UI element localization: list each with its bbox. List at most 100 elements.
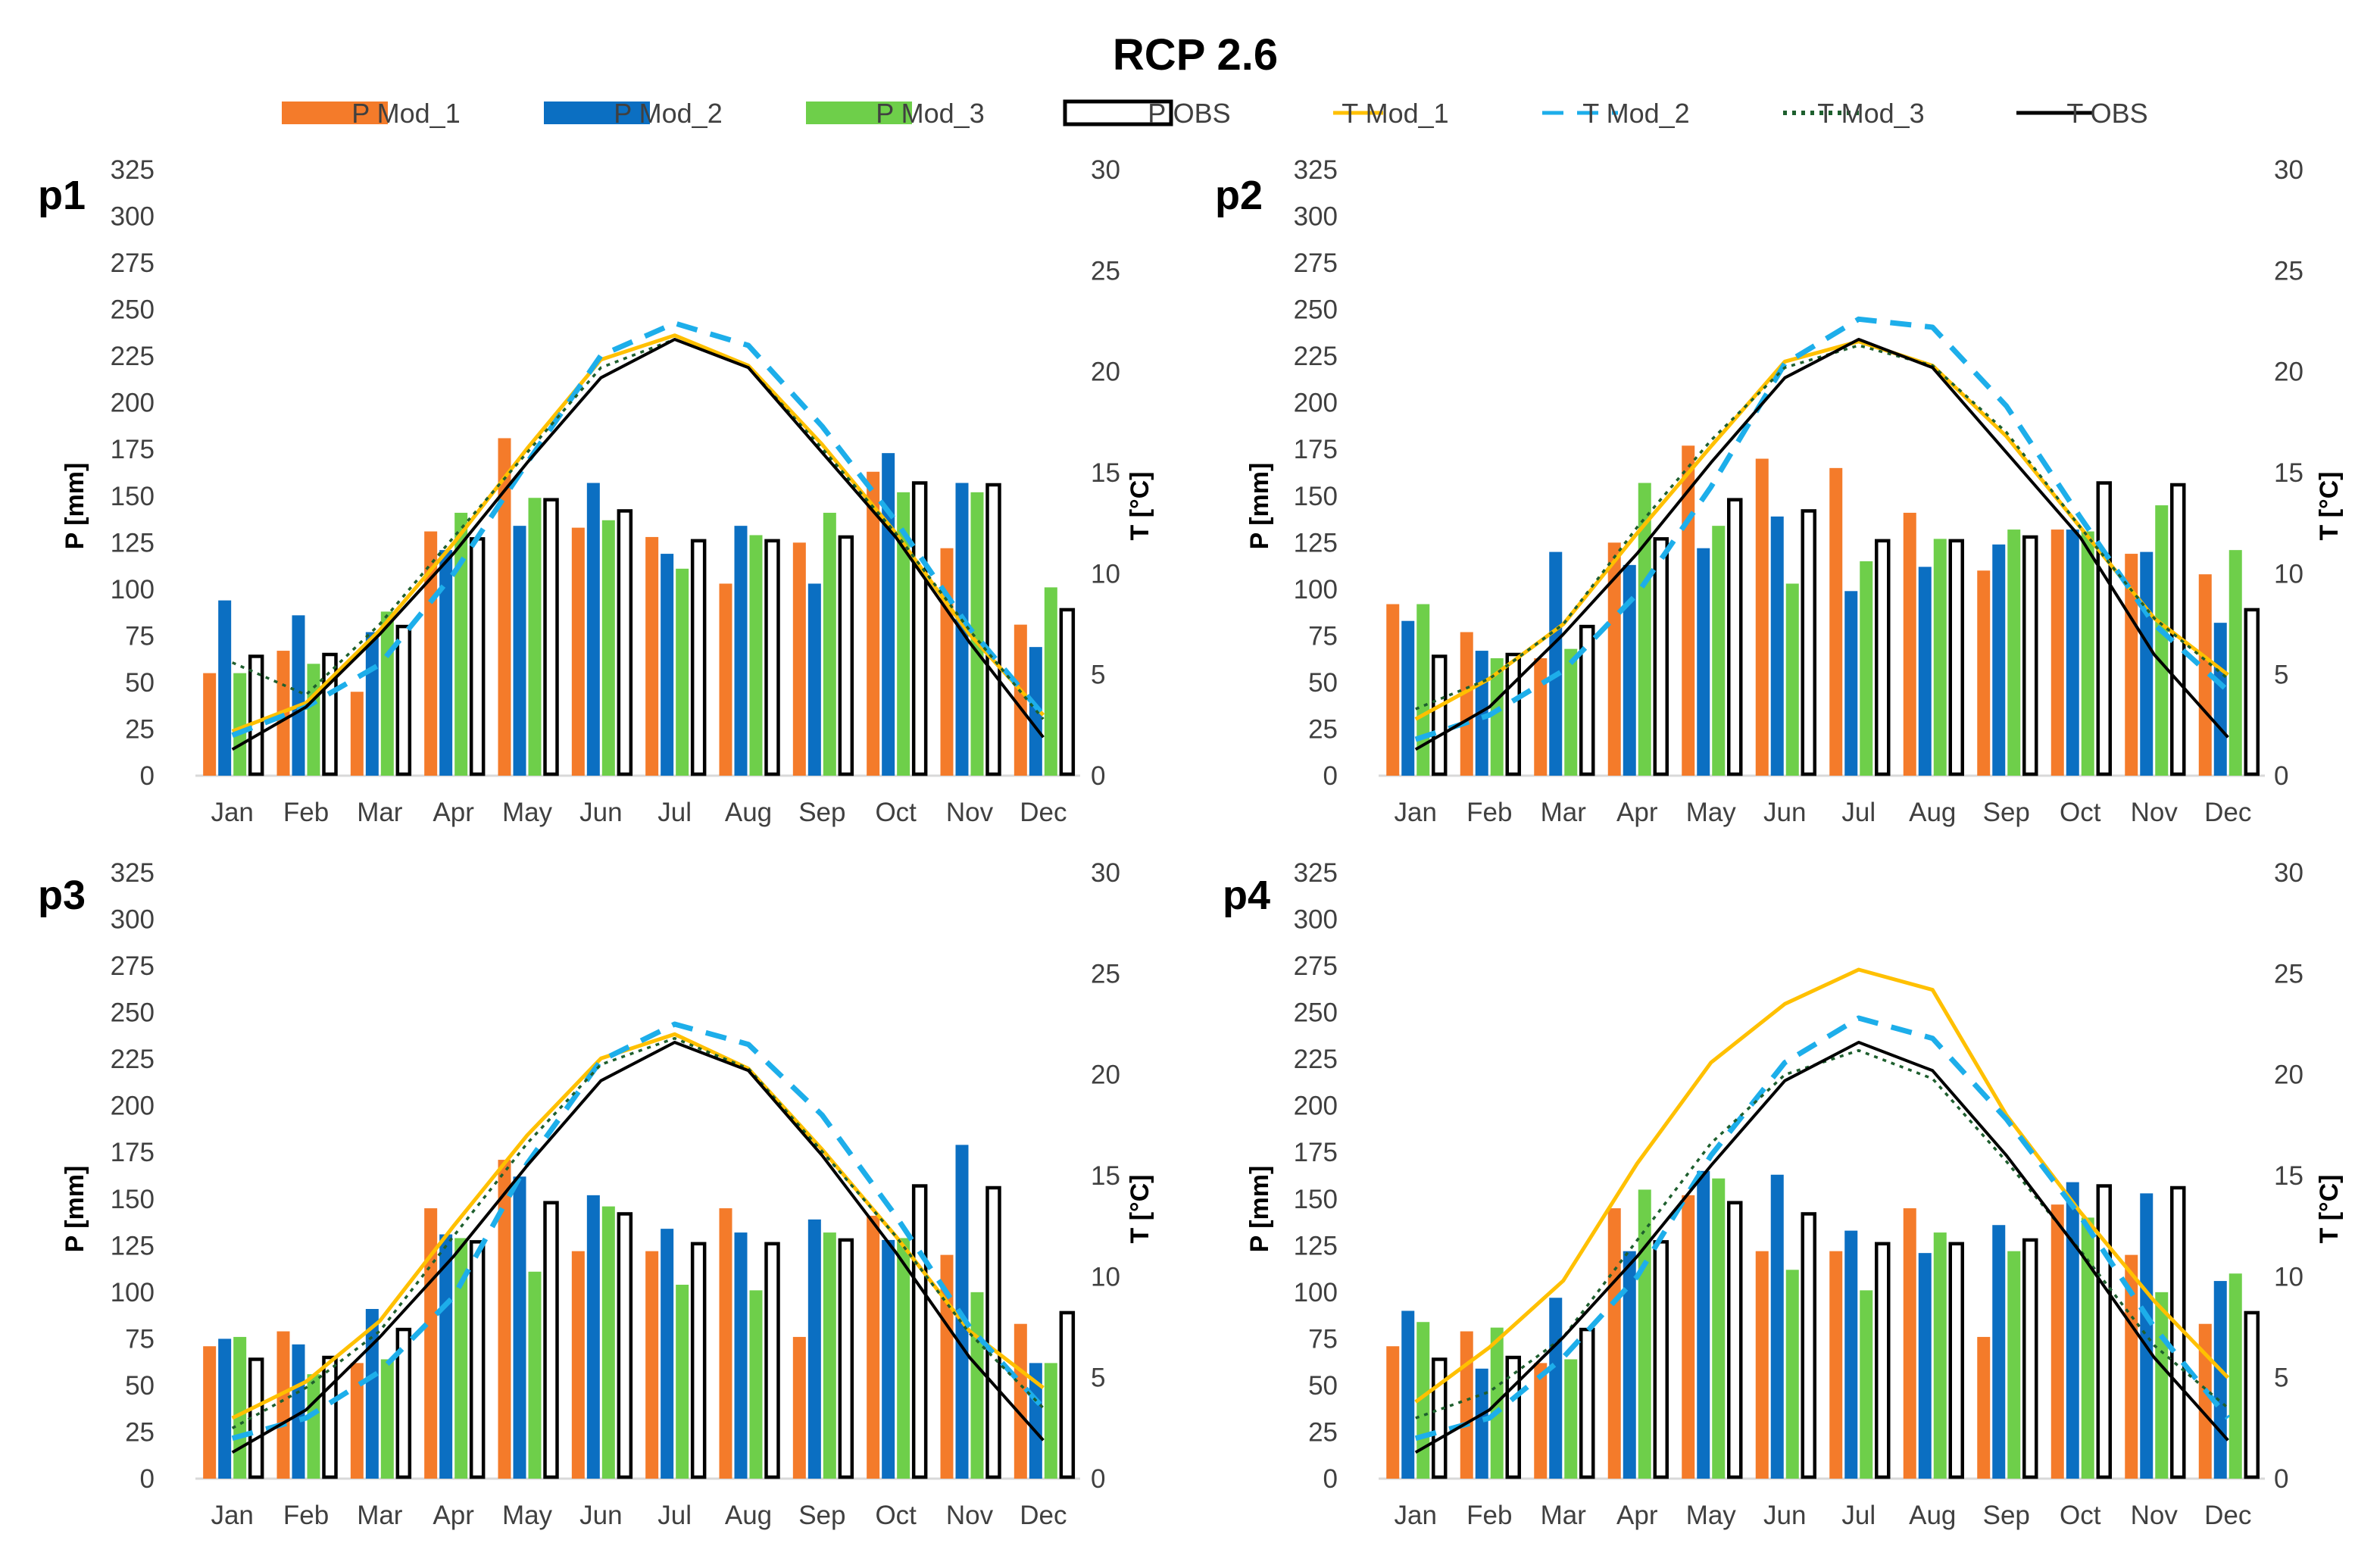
y-tick-left: 100 [111,575,155,604]
bar-p-mod-1-mar [350,692,364,776]
line-t-mod-2 [231,320,1045,738]
x-tick-mar: Mar [357,798,403,827]
x-tick-oct: Oct [875,798,917,827]
bar-p-obs-apr [1653,537,1669,776]
bar-p-mod-3-sep [2007,529,2021,776]
bar-p-mod-2-dec [1029,1363,1042,1479]
bar-p-mod-1-jun [1755,1251,1769,1479]
bar-p-mod-3-dec [1044,587,1057,776]
bar-p-mod-2-dec [2213,623,2227,776]
bar-p-mod-2-may [1697,548,1710,776]
bar-p-mod-3-may [1712,526,1726,776]
y-tick-left: 225 [1294,1045,1338,1074]
bar-p-mod-3-sep [823,512,836,776]
x-tick-may: May [502,798,553,827]
panel-p2: p202550751001251501752002252502753003250… [1215,155,2344,827]
x-tick-aug: Aug [1909,798,1956,827]
x-tick-jan: Jan [211,1501,253,1530]
y-tick-left: 100 [1294,1278,1338,1307]
bar-p-obs-feb [1505,1355,1521,1479]
bar-p-mod-1-nov [2125,554,2138,776]
bar-p-mod-1-dec [1014,1323,1027,1479]
bar-p-obs-nov [985,1185,1001,1479]
bar-p-mod-1-jun [571,1251,585,1479]
x-tick-mar: Mar [357,1501,403,1530]
y-tick-left: 200 [111,1092,155,1121]
bar-p-mod-3-mar [380,611,394,776]
bar-p-mod-3-dec [1044,1363,1057,1479]
y-tick-left: 325 [1294,858,1338,888]
legend: P Mod_1 P Mod_2 P Mod_3 P OBS T Mod_1 T Mod_2… [282,98,2148,129]
legend-label-p-mod-1: P Mod_1 [351,98,460,129]
bar-p-mod-1-apr [424,531,438,776]
bar-p-mod-3-jun [601,520,615,776]
bar-p-mod-3-aug [1933,539,1947,776]
legend-label-p-obs: P OBS [1148,98,1230,129]
y-tick-left: 200 [1294,389,1338,418]
bar-p-mod-2-jun [586,1195,600,1479]
bar-p-mod-1-dec [1014,624,1027,776]
bar-p-mod-3-apr [454,1238,468,1479]
line-t-obs [231,338,1045,751]
bar-p-obs-jan [1432,1357,1448,1479]
y-tick-right: 25 [2274,256,2303,286]
bar-p-mod-2-aug [734,526,748,776]
line-t-mod-2 [1414,1015,2231,1442]
x-tick-aug: Aug [725,798,772,827]
bar-p-mod-1-jul [1829,1251,1843,1479]
y-tick-left: 325 [1294,155,1338,185]
x-tick-nov: Nov [946,798,994,827]
bar-p-mod-2-mar [365,1309,379,1479]
x-tick-dec: Dec [2204,798,2251,827]
legend-item-t-mod-1: T Mod_1 [1333,98,1449,129]
bar-p-mod-1-may [1682,1195,1695,1479]
bar-p-mod-1-sep [1977,1336,1991,1479]
bar-p-mod-1-dec [2198,1323,2212,1479]
bar-p-obs-jun [617,509,633,776]
bar-p-obs-feb [1505,652,1521,776]
x-tick-dec: Dec [1020,1501,1067,1530]
bar-p-obs-feb [322,1355,338,1479]
y-axis-title-left: P [mm] [61,1166,89,1253]
panel-p4: p402550751001251501752002252502753003250… [1223,858,2344,1530]
bar-p-obs-aug [764,1242,780,1479]
bar-p-mod-1-sep [1977,570,1991,776]
legend-label-t-mod-1: T Mod_1 [1341,98,1448,129]
bar-p-obs-aug [1948,1242,1964,1479]
bar-p-mod-1-oct [2050,1204,2064,1479]
x-tick-nov: Nov [2131,798,2179,827]
legend-label-p-mod-3: P Mod_3 [876,98,984,129]
bar-p-obs-nov [985,483,1001,776]
bar-p-mod-3-apr [454,512,468,776]
bar-p-obs-may [543,1201,559,1479]
bar-p-mod-3-feb [1490,658,1504,776]
y-tick-left: 150 [1294,1185,1338,1214]
y-tick-right: 20 [2274,1061,2303,1090]
bar-p-mod-3-jul [676,1285,689,1479]
line-t-mod-1 [231,333,1045,733]
y-tick-left: 300 [111,905,155,935]
bar-p-mod-1-apr [1607,1208,1621,1479]
bar-p-mod-1-oct [867,1215,880,1479]
x-tick-feb: Feb [1466,798,1512,827]
bar-p-obs-jun [617,1212,633,1479]
bar-p-mod-3-apr [1638,1189,1651,1479]
bar-p-mod-3-oct [897,1238,910,1479]
y-tick-right: 15 [2274,1161,2303,1191]
right-axis-ticks: 0 5 10 15 20 25 30 [2274,155,2303,791]
bar-p-mod-3-oct [2081,1217,2094,1479]
left-axis-ticks: 0 25 50 75 100 125 150 175 200 225 250 275 300 325 [111,858,155,1494]
bar-p-mod-3-jul [1860,1290,1873,1479]
y-tick-left: 225 [111,1045,155,1074]
bar-p-mod-3-dec [2229,1273,2242,1479]
bar-p-mod-2-aug [734,1232,748,1479]
panel-label: p2 [1215,173,1263,218]
y-tick-left: 125 [111,1231,155,1260]
bar-p-mod-2-feb [292,1344,305,1479]
bar-p-mod-3-nov [970,1292,984,1479]
bar-p-mod-1-jul [645,536,659,776]
y-tick-right: 0 [1091,761,1105,791]
bar-p-obs-may [1727,498,1743,776]
figure-title: RCP 2.6 [1113,30,1278,80]
bar-p-mod-1-oct [2050,529,2064,776]
